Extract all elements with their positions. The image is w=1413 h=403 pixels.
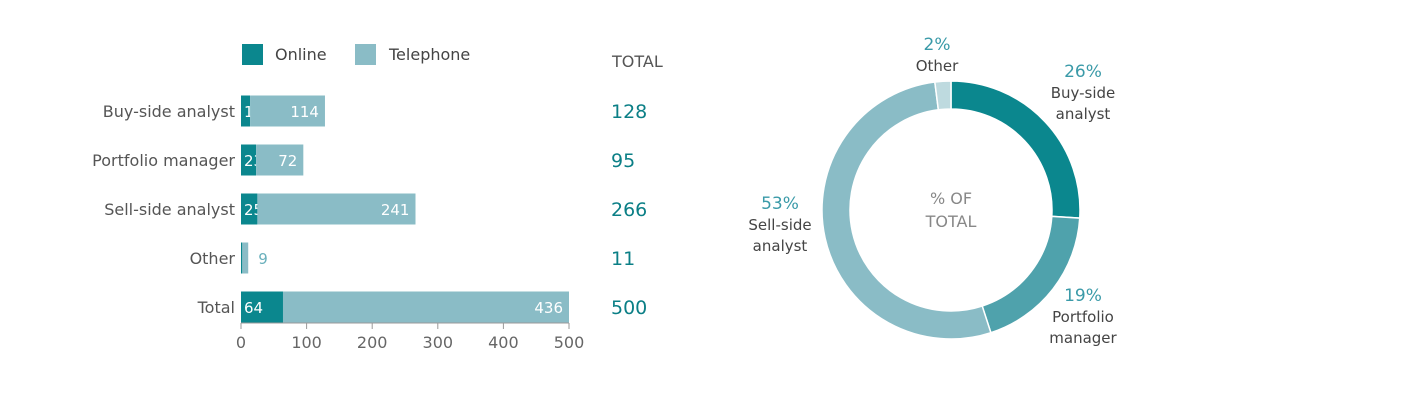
bar-telephone-other [242, 242, 249, 274]
category-label-portfolio-manager: Portfolio manager [92, 151, 235, 170]
slice-label-sell-side-analyst-line-1: Sell-side [748, 216, 811, 234]
bar-telephone-sell-side-analyst [257, 193, 416, 225]
data-label-telephone-sell-side-analyst: 241 [381, 201, 410, 219]
total-value-other: 11 [611, 248, 635, 270]
legend-label-telephone: Telephone [388, 45, 470, 64]
slice-pct-buy-side-analyst: 26% [1064, 62, 1102, 82]
legend-swatch-online [242, 44, 263, 65]
data-label-telephone-buy-side-analyst: 114 [290, 103, 319, 121]
total-value-portfolio-manager: 95 [611, 150, 635, 172]
total-value-total: 500 [611, 297, 647, 319]
bar-telephone-portfolio-manager [256, 144, 304, 176]
slice-label-sell-side-analyst-line-2: analyst [753, 237, 808, 255]
data-label-telephone-portfolio-manager: 72 [278, 152, 297, 170]
slice-pct-sell-side-analyst: 53% [761, 194, 799, 214]
legend-swatch-telephone [355, 44, 376, 65]
slice-pct-portfolio-manager: 19% [1064, 286, 1102, 306]
donut-center-label-line-2: TOTAL [925, 212, 977, 231]
data-label-telephone-total: 436 [534, 299, 563, 317]
totals-header: TOTAL [611, 52, 663, 71]
x-tick-label-300: 300 [423, 333, 454, 352]
slice-pct-other: 2% [924, 35, 951, 55]
slice-label-buy-side-analyst-line-2: analyst [1056, 105, 1111, 123]
data-label-telephone-other: 9 [258, 250, 268, 268]
x-tick-label-500: 500 [554, 333, 585, 352]
slice-label-portfolio-manager-line-1: Portfolio [1052, 308, 1114, 326]
slice-sell-side-analyst [821, 81, 992, 340]
category-label-other: Other [190, 249, 236, 268]
donut-center-label-line-1: % OF [930, 189, 972, 208]
x-tick-label-100: 100 [291, 333, 322, 352]
donut-chart: 26% Buy-side analyst 19% Portfolio manager 53%… [748, 35, 1117, 347]
bar-telephone-buy-side-analyst [250, 95, 325, 127]
slice-label-other-line-1: Other [916, 57, 959, 75]
bar-online-total [241, 291, 283, 323]
bar-online-portfolio-manager [241, 144, 257, 176]
slice-label-portfolio-manager-line-2: manager [1049, 329, 1117, 347]
x-tick-label-200: 200 [357, 333, 388, 352]
bar-chart: Buy-side analyst14114128Portfolio manage… [92, 95, 647, 352]
x-tick-label-0: 0 [236, 333, 246, 352]
bar-online-other [241, 242, 243, 274]
x-tick-label-400: 400 [488, 333, 519, 352]
category-label-total: Total [197, 298, 235, 317]
legend: Online Telephone [242, 44, 470, 65]
category-label-sell-side-analyst: Sell-side analyst [104, 200, 235, 219]
total-value-sell-side-analyst: 266 [611, 199, 647, 221]
data-label-online-other: 2 [244, 250, 254, 268]
legend-label-online: Online [275, 45, 327, 64]
data-label-online-total: 64 [244, 299, 263, 317]
slice-label-buy-side-analyst-line-1: Buy-side [1051, 84, 1116, 102]
bar-online-sell-side-analyst [241, 193, 258, 225]
bar-telephone-total [282, 291, 569, 323]
category-label-buy-side-analyst: Buy-side analyst [103, 102, 235, 121]
slice-other [933, 80, 952, 111]
total-value-buy-side-analyst: 128 [611, 101, 647, 123]
bar-online-buy-side-analyst [241, 95, 251, 127]
